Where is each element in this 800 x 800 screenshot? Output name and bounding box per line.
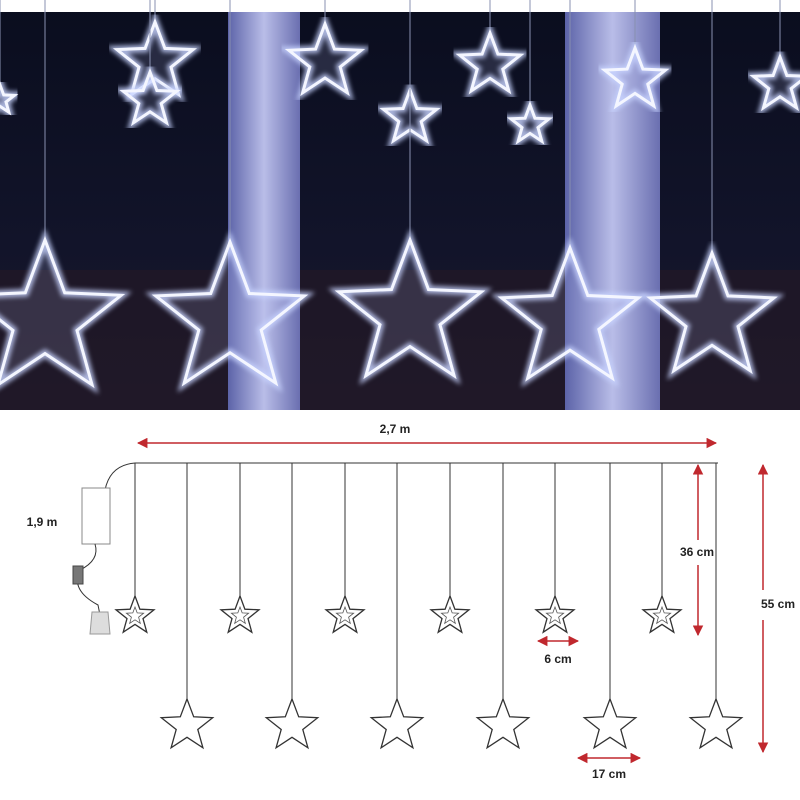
product-photo	[0, 0, 800, 410]
star-light	[0, 235, 126, 389]
small-star-label: 6 cm	[544, 652, 571, 666]
large-star	[159, 697, 215, 750]
star-facet	[545, 605, 565, 625]
dimension-diagram	[72, 437, 769, 764]
star-facet	[652, 605, 672, 625]
star-light	[506, 100, 554, 145]
small-star	[429, 594, 471, 634]
star-light	[0, 80, 19, 116]
image-border	[0, 0, 800, 12]
large-star	[264, 697, 320, 750]
star-light	[119, 67, 181, 127]
star-light	[646, 248, 778, 375]
long-drop-label: 55 cm	[761, 597, 795, 611]
star-light	[600, 43, 670, 110]
star-facet	[335, 605, 355, 625]
star-facet	[440, 605, 460, 625]
controller-box	[81, 487, 111, 545]
large-star	[369, 697, 425, 750]
lead-label: 1,9 m	[27, 515, 58, 529]
small-star	[219, 594, 261, 634]
star-light	[151, 237, 309, 387]
plug	[89, 611, 111, 635]
small-star	[114, 594, 156, 634]
star-facet	[230, 605, 250, 625]
star-light	[334, 235, 486, 380]
star-light	[749, 52, 800, 112]
small-star	[534, 594, 576, 634]
width-label: 2,7 m	[380, 422, 411, 436]
star-light	[284, 19, 366, 97]
star-facet	[125, 605, 145, 625]
star-light	[497, 243, 643, 382]
large-star-label: 17 cm	[592, 767, 626, 781]
lead-cable	[104, 462, 136, 491]
small-star	[641, 594, 683, 634]
large-star	[688, 697, 744, 750]
star-light	[455, 28, 525, 95]
small-star	[324, 594, 366, 634]
large-star	[582, 697, 638, 750]
short-drop-label: 36 cm	[680, 545, 714, 559]
large-star	[475, 697, 531, 750]
inline-switch	[72, 565, 84, 585]
